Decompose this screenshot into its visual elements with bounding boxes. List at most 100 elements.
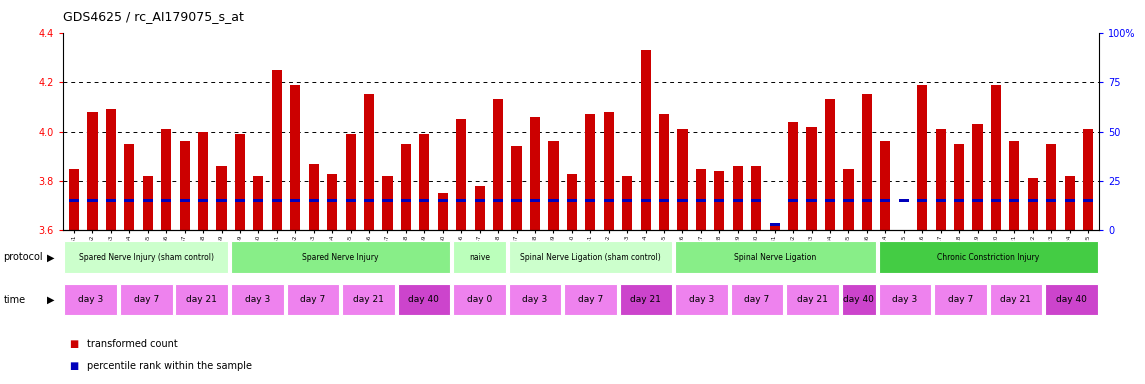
- Bar: [862, 94, 872, 230]
- Bar: [453, 284, 506, 315]
- Bar: [382, 176, 393, 230]
- Bar: [972, 124, 982, 230]
- Bar: [69, 169, 79, 230]
- Bar: [585, 114, 595, 230]
- Bar: [161, 129, 172, 230]
- Bar: [530, 117, 540, 230]
- Bar: [143, 199, 153, 202]
- Bar: [512, 199, 522, 202]
- Text: day 40: day 40: [843, 295, 874, 304]
- Bar: [253, 176, 263, 230]
- Bar: [1065, 199, 1075, 202]
- Bar: [69, 199, 79, 202]
- Bar: [508, 284, 561, 315]
- Bar: [453, 242, 506, 273]
- Bar: [972, 199, 982, 202]
- Bar: [935, 199, 946, 202]
- Bar: [917, 84, 927, 230]
- Bar: [125, 199, 134, 202]
- Bar: [105, 199, 116, 202]
- Bar: [180, 199, 190, 202]
- Bar: [844, 169, 853, 230]
- Bar: [198, 199, 208, 202]
- Bar: [1009, 141, 1019, 230]
- Text: Spared Nerve Injury: Spared Nerve Injury: [302, 253, 379, 262]
- Bar: [678, 129, 687, 230]
- Text: Chronic Constriction Injury: Chronic Constriction Injury: [937, 253, 1040, 262]
- Bar: [437, 199, 448, 202]
- Bar: [751, 199, 761, 202]
- Text: day 7: day 7: [300, 295, 325, 304]
- Bar: [881, 141, 891, 230]
- Bar: [290, 199, 300, 202]
- Text: day 0: day 0: [467, 295, 492, 304]
- Text: ▶: ▶: [47, 252, 55, 262]
- Bar: [844, 199, 853, 202]
- Bar: [271, 199, 282, 202]
- Bar: [419, 199, 429, 202]
- Bar: [87, 199, 97, 202]
- Bar: [788, 199, 798, 202]
- Bar: [125, 144, 134, 230]
- Bar: [548, 199, 559, 202]
- Bar: [878, 242, 1098, 273]
- Bar: [401, 199, 411, 202]
- Bar: [419, 134, 429, 230]
- Bar: [567, 199, 577, 202]
- Bar: [824, 99, 835, 230]
- Text: day 3: day 3: [689, 295, 714, 304]
- Bar: [327, 199, 338, 202]
- Text: Spinal Nerve Ligation: Spinal Nerve Ligation: [734, 253, 816, 262]
- Text: day 7: day 7: [578, 295, 603, 304]
- Bar: [622, 176, 632, 230]
- Bar: [787, 284, 838, 315]
- Bar: [1009, 199, 1019, 202]
- Bar: [751, 166, 761, 230]
- Bar: [180, 141, 190, 230]
- Bar: [564, 284, 617, 315]
- Text: day 3: day 3: [892, 295, 917, 304]
- Bar: [235, 134, 245, 230]
- Text: Spared Nerve Injury (sham control): Spared Nerve Injury (sham control): [79, 253, 214, 262]
- Bar: [309, 164, 318, 230]
- Bar: [1047, 144, 1057, 230]
- Bar: [1047, 199, 1057, 202]
- Bar: [342, 284, 395, 315]
- Bar: [676, 242, 876, 273]
- Bar: [640, 50, 650, 230]
- Bar: [1045, 284, 1098, 315]
- Bar: [678, 199, 687, 202]
- Bar: [309, 199, 318, 202]
- Bar: [327, 174, 338, 230]
- Bar: [175, 284, 228, 315]
- Bar: [382, 199, 393, 202]
- Bar: [934, 284, 987, 315]
- Bar: [120, 284, 173, 315]
- Bar: [714, 171, 725, 230]
- Bar: [1065, 176, 1075, 230]
- Bar: [676, 284, 727, 315]
- Bar: [733, 199, 743, 202]
- Bar: [806, 199, 816, 202]
- Bar: [733, 166, 743, 230]
- Bar: [346, 199, 356, 202]
- Text: day 40: day 40: [409, 295, 440, 304]
- Bar: [567, 174, 577, 230]
- Text: day 3: day 3: [78, 295, 103, 304]
- Text: day 7: day 7: [948, 295, 973, 304]
- Text: day 21: day 21: [1001, 295, 1032, 304]
- Text: day 40: day 40: [1056, 295, 1087, 304]
- Bar: [585, 199, 595, 202]
- Bar: [603, 199, 614, 202]
- Bar: [603, 112, 614, 230]
- Bar: [548, 141, 559, 230]
- Bar: [475, 186, 484, 230]
- Bar: [231, 284, 284, 315]
- Bar: [660, 199, 669, 202]
- Text: day 3: day 3: [522, 295, 547, 304]
- Bar: [253, 199, 263, 202]
- Bar: [954, 144, 964, 230]
- Bar: [954, 199, 964, 202]
- Bar: [437, 193, 448, 230]
- Bar: [917, 199, 927, 202]
